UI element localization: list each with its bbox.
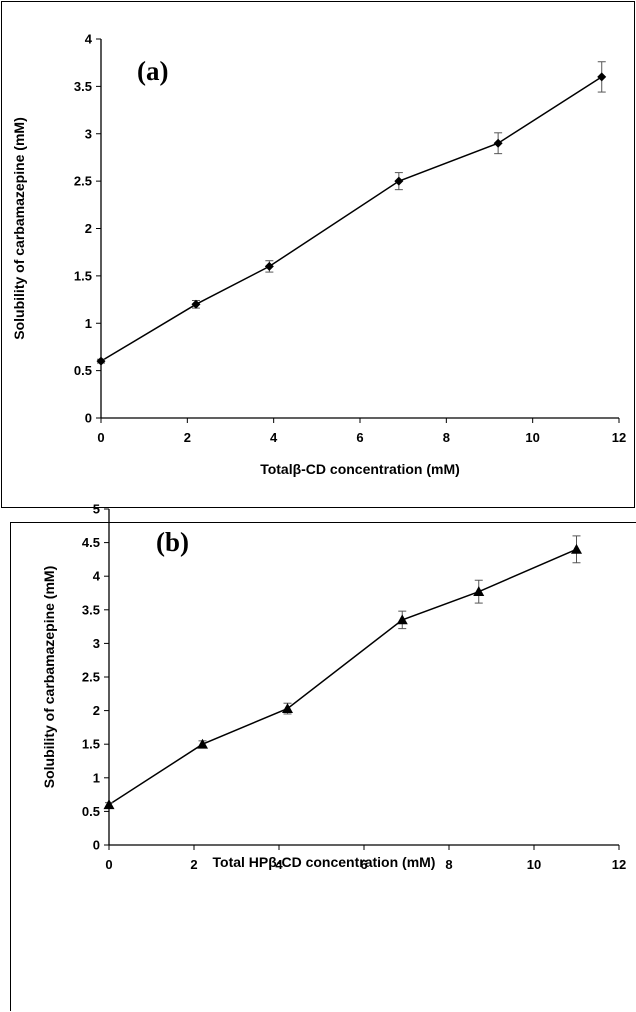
x-tick-label: 10 xyxy=(525,430,539,445)
y-tick-label: 3.5 xyxy=(74,79,92,94)
panel-label: (b) xyxy=(156,527,189,557)
y-tick-label: 5 xyxy=(93,502,100,517)
x-tick-label: 4 xyxy=(275,857,283,872)
chart-panel-a: 0 0.5 1 1.5 2 2.5 3 3.5 4 0 2 4 6 8 10 12 Totalβ-CD conc… xyxy=(1,1,635,508)
data-point-marker xyxy=(493,138,503,148)
x-tick-label: 12 xyxy=(612,430,626,445)
x-tick-label: 12 xyxy=(612,857,626,872)
x-tick-label: 2 xyxy=(190,857,197,872)
data-point-marker xyxy=(282,703,293,713)
x-tick-label: 8 xyxy=(443,430,450,445)
y-tick-label: 0 xyxy=(93,838,100,853)
y-tick-label: 0 xyxy=(85,411,92,426)
x-tick-label: 6 xyxy=(360,857,367,872)
y-tick-label: 1.5 xyxy=(82,737,100,752)
data-point-marker xyxy=(191,299,201,309)
x-tick-label: 0 xyxy=(105,857,112,872)
y-tick-label: 1.5 xyxy=(74,268,92,283)
x-axis-title: Totalβ-CD concentration (mM) xyxy=(260,461,460,477)
y-tick-label: 2.5 xyxy=(82,670,100,685)
data-point-marker xyxy=(571,543,582,554)
x-tick-label: 10 xyxy=(527,857,541,872)
y-axis-title: Solubility of carbamazepine (mM) xyxy=(11,117,27,339)
data-point-marker xyxy=(96,356,106,366)
data-point-marker xyxy=(197,738,208,749)
y-tick-label: 3 xyxy=(93,636,100,651)
x-tick-label: 4 xyxy=(270,430,278,445)
data-point-marker xyxy=(597,72,607,82)
data-point-marker xyxy=(473,586,485,597)
y-tick-label: 3 xyxy=(85,126,92,141)
chart-panel-b: 0 0.5 1 1.5 2 2.5 3 3.5 4 4.5 5 0 2 4 6 8 10 12 Total HPβ-… xyxy=(10,502,636,1011)
series-line xyxy=(108,548,577,806)
y-axis-title: Solubility of carbamazepine (mM) xyxy=(41,566,57,788)
x-tick-label: 2 xyxy=(184,430,191,445)
chart-a-svg: 0 0.5 1 1.5 2 2.5 3 3.5 4 0 2 4 6 8 10 12 Totalβ-CD conc… xyxy=(11,32,626,478)
y-tick-label: 0.5 xyxy=(82,804,100,819)
y-tick-label: 3.5 xyxy=(82,602,100,617)
series-line xyxy=(100,76,603,362)
y-tick-label: 2 xyxy=(85,221,92,236)
y-tick-label: 2 xyxy=(93,703,100,718)
panel-label: (a) xyxy=(137,56,168,86)
y-tick-label: 0.5 xyxy=(74,363,92,378)
data-point-marker xyxy=(396,614,408,625)
y-tick-label: 1 xyxy=(93,770,100,785)
x-tick-label: 8 xyxy=(445,857,452,872)
x-tick-label: 6 xyxy=(356,430,363,445)
chart-b-svg: 0 0.5 1 1.5 2 2.5 3 3.5 4 4.5 5 0 2 4 6 8 10 12 Total HPβ-… xyxy=(41,502,626,873)
data-point-marker xyxy=(264,261,274,271)
y-tick-label: 2.5 xyxy=(74,174,92,189)
data-point-marker xyxy=(394,176,404,186)
x-tick-label: 0 xyxy=(97,430,104,445)
y-tick-label: 1 xyxy=(85,316,92,331)
y-tick-label: 4 xyxy=(85,32,93,47)
x-axis-title: Total HPβ-CD concentration (mM) xyxy=(213,854,436,870)
y-tick-label: 4.5 xyxy=(82,535,100,550)
data-point-marker xyxy=(103,799,115,810)
y-tick-label: 4 xyxy=(93,569,101,584)
